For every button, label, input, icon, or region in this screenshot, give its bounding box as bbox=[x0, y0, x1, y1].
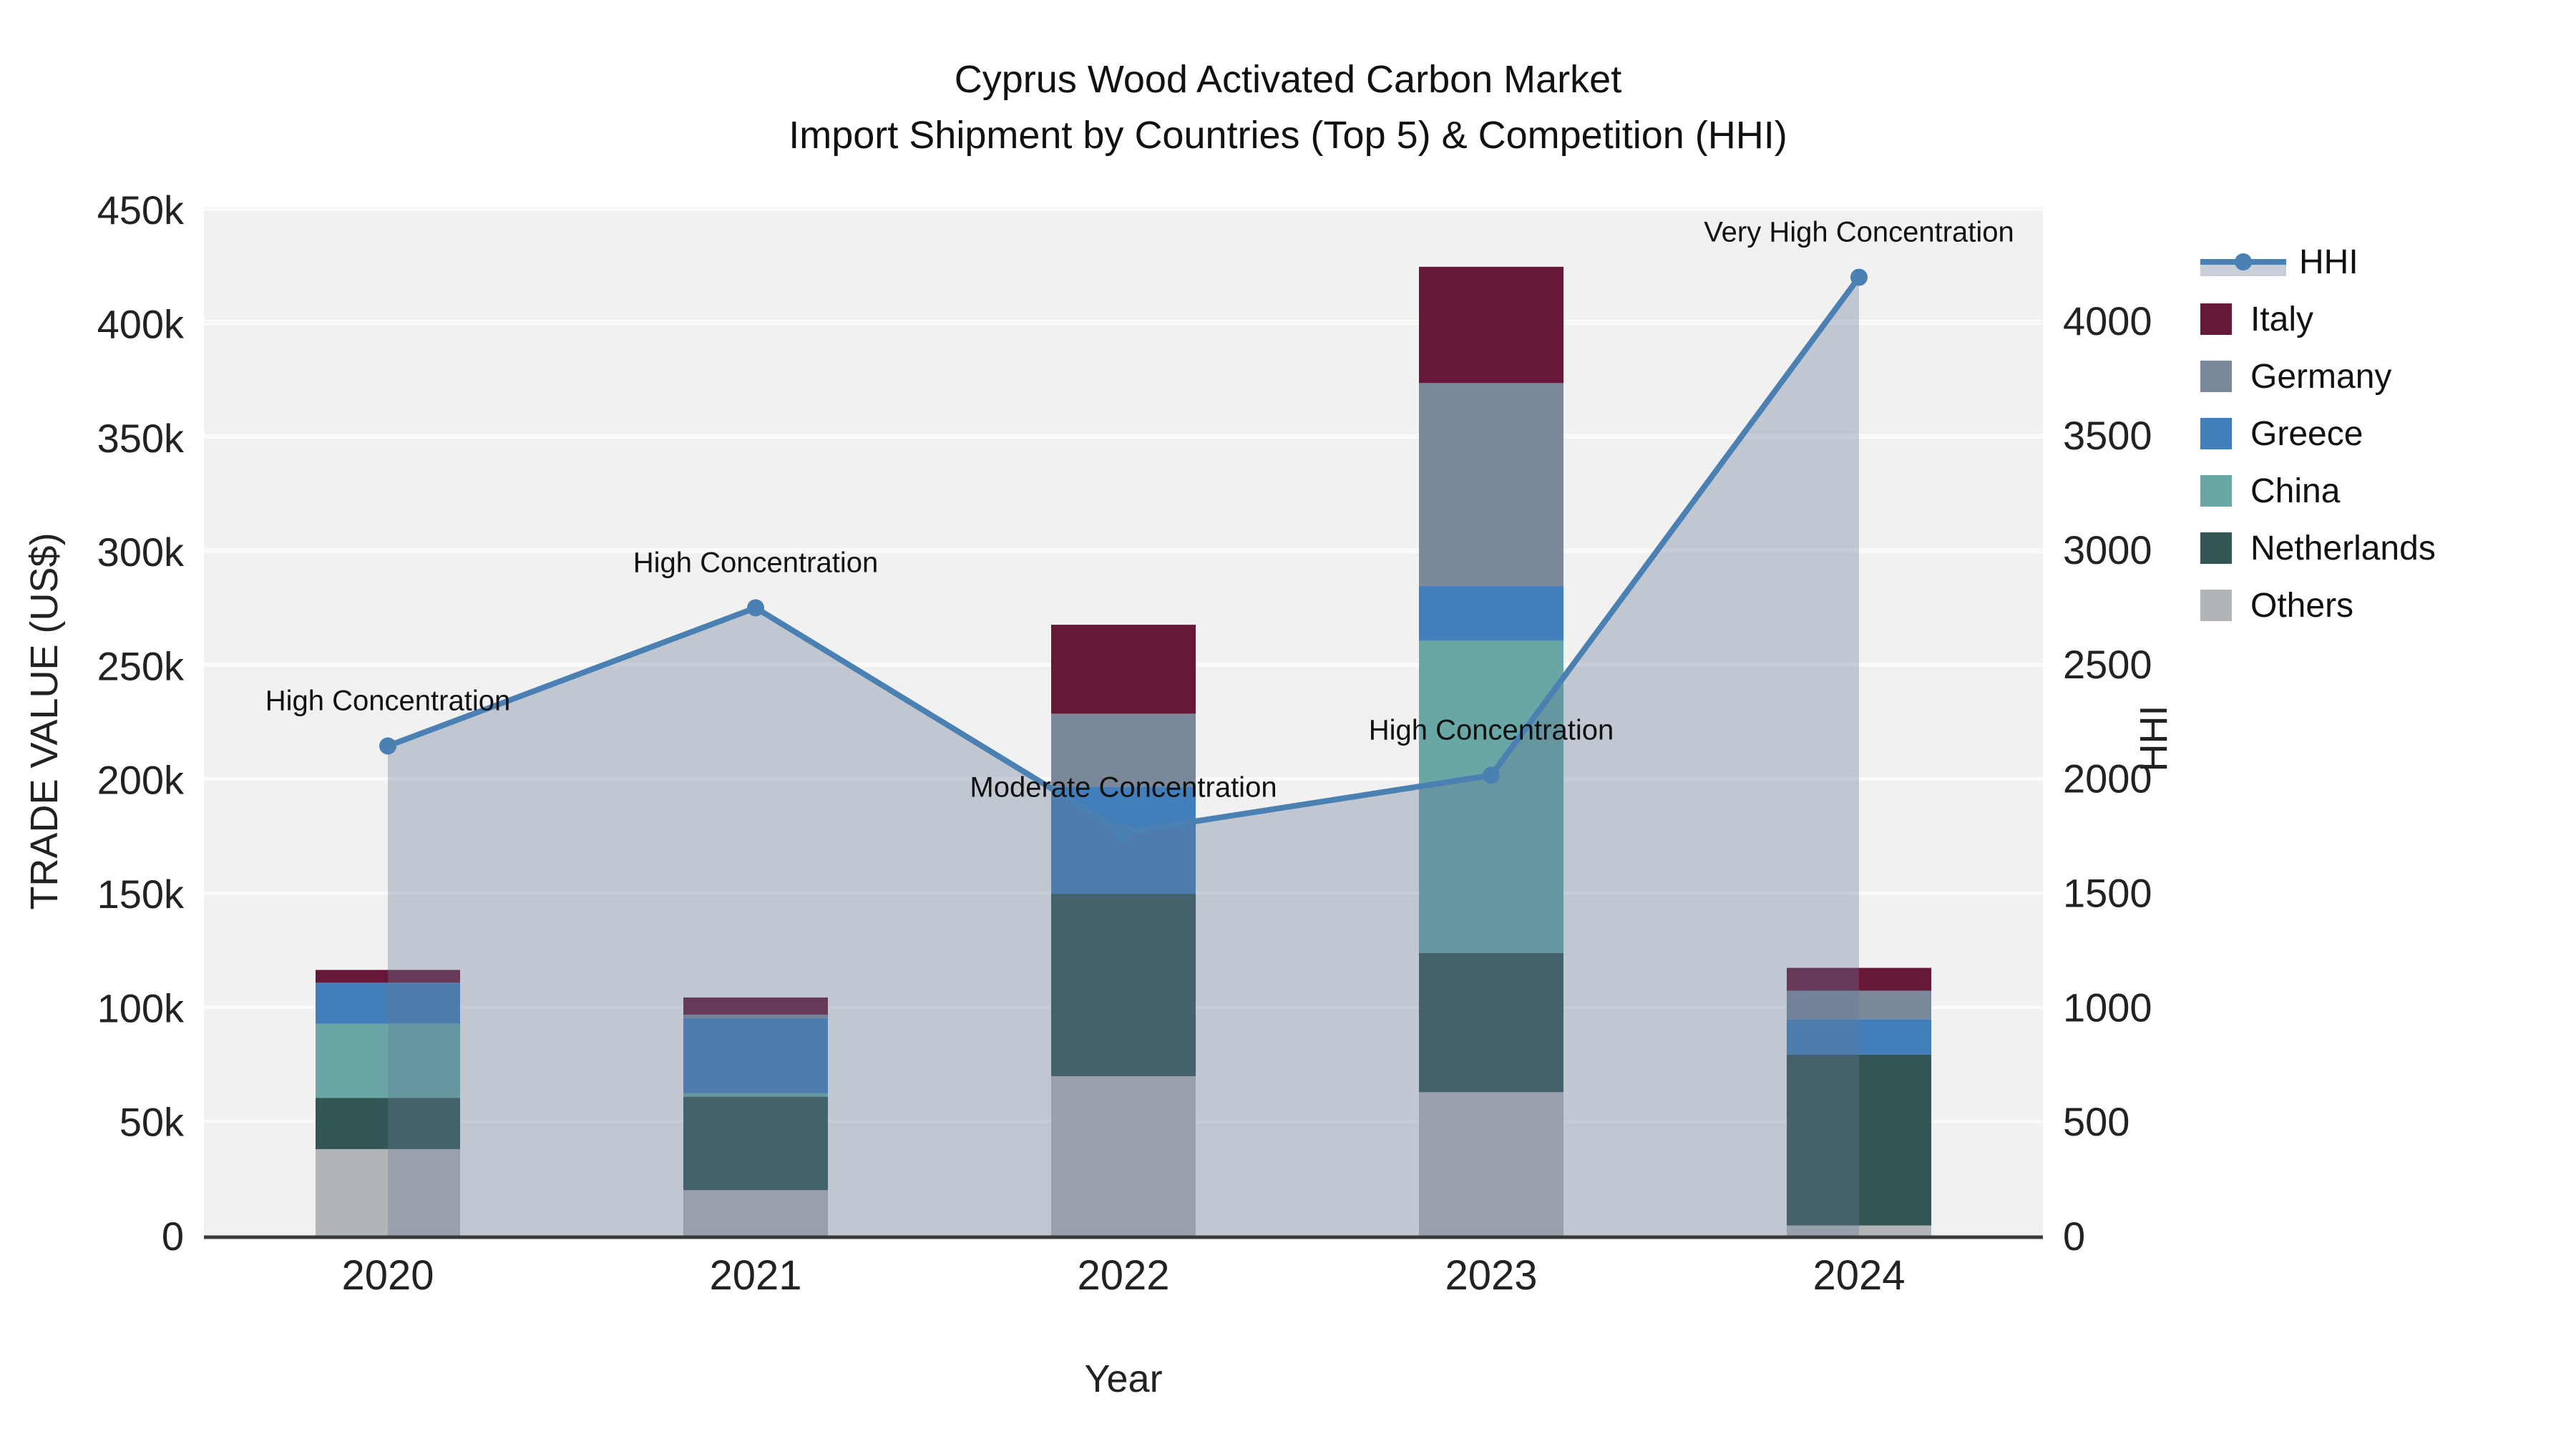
bar-segment-italy-2021 bbox=[683, 997, 828, 1015]
left-tick-label: 450k bbox=[97, 187, 185, 233]
bar-segment-others-2022 bbox=[1051, 1075, 1196, 1236]
left-tick-label: 350k bbox=[97, 416, 185, 461]
legend-label: China bbox=[2250, 472, 2341, 510]
bar-segment-germany-2023 bbox=[1419, 383, 1563, 586]
bar-segment-greece-2020 bbox=[316, 982, 460, 1024]
x-tick-label-2023: 2023 bbox=[1445, 1252, 1537, 1299]
left-tick-label: 300k bbox=[97, 530, 185, 575]
x-tick-label-2021: 2021 bbox=[709, 1252, 801, 1299]
right-tick-label: 2500 bbox=[2063, 642, 2152, 687]
legend-swatch-netherlands bbox=[2200, 532, 2232, 564]
legend-item-germany[interactable]: Germany bbox=[2200, 356, 2436, 396]
hhi-marker-2023 bbox=[1483, 766, 1500, 784]
x-tick-label-2024: 2024 bbox=[1813, 1252, 1905, 1299]
bar-segment-greece-2024 bbox=[1787, 1019, 1931, 1055]
annotation-2020: High Concentration bbox=[265, 686, 510, 717]
bar-segment-netherlands-2024 bbox=[1787, 1054, 1931, 1226]
bar-segment-others-2020 bbox=[316, 1148, 460, 1236]
left-tick-label: 250k bbox=[97, 643, 185, 688]
hhi-dot-icon bbox=[2235, 253, 2252, 270]
left-tick-label: 100k bbox=[97, 985, 185, 1030]
bar-segment-others-2023 bbox=[1419, 1092, 1563, 1236]
x-axis-title: Year bbox=[1084, 1357, 1163, 1400]
bar-segment-china-2021 bbox=[683, 1093, 828, 1097]
annotation-2021: High Concentration bbox=[633, 547, 878, 578]
bar-segment-netherlands-2020 bbox=[316, 1098, 460, 1149]
bar-segment-china-2023 bbox=[1419, 640, 1563, 953]
left-tick-label: 0 bbox=[162, 1214, 184, 1259]
legend-swatch-china bbox=[2200, 475, 2232, 507]
right-tick-label: 0 bbox=[2063, 1214, 2085, 1259]
annotation-2022: Moderate Concentration bbox=[970, 771, 1277, 803]
bar-segment-germany-2021 bbox=[683, 1014, 828, 1018]
right-tick-label: 500 bbox=[2063, 1099, 2129, 1144]
bar-segment-netherlands-2022 bbox=[1051, 894, 1196, 1076]
hhi-area-fill bbox=[388, 277, 1859, 1236]
annotation-2023: High Concentration bbox=[1369, 714, 1614, 746]
bar-segment-netherlands-2023 bbox=[1419, 952, 1563, 1093]
legend-swatch-germany bbox=[2200, 361, 2232, 392]
left-axis-title: TRADE VALUE (US$) bbox=[23, 532, 66, 910]
annotation-2024: Very High Concentration bbox=[1704, 217, 2014, 248]
legend: HHI Italy Germany Greece China Netherlands Oth… bbox=[2200, 242, 2436, 643]
bar-segment-greece-2021 bbox=[683, 1018, 828, 1093]
left-tick-label: 50k bbox=[119, 1100, 185, 1145]
bar-segment-greece-2023 bbox=[1419, 585, 1563, 641]
hhi-marker-2020 bbox=[379, 737, 396, 755]
chart-title-line1: Cyprus Wood Activated Carbon Market bbox=[954, 58, 1622, 101]
hhi-marker-2021 bbox=[747, 599, 764, 617]
left-tick-label: 400k bbox=[97, 301, 185, 346]
legend-item-greece[interactable]: Greece bbox=[2200, 414, 2436, 454]
legend-item-italy[interactable]: Italy bbox=[2200, 299, 2436, 339]
legend-label: Greece bbox=[2250, 414, 2363, 453]
bar-segment-others-2021 bbox=[683, 1190, 828, 1236]
legend-swatch-greece bbox=[2200, 418, 2232, 449]
left-tick-label: 200k bbox=[97, 758, 185, 803]
hhi-marker-2024 bbox=[1850, 268, 1868, 286]
right-tick-label: 1000 bbox=[2063, 985, 2152, 1030]
right-tick-label: 2000 bbox=[2063, 756, 2152, 801]
bar-segment-china-2020 bbox=[316, 1023, 460, 1098]
bar-segment-others-2024 bbox=[1787, 1225, 1931, 1236]
bar-segment-italy-2022 bbox=[1051, 625, 1196, 714]
chart-title-line2: Import Shipment by Countries (Top 5) & C… bbox=[789, 114, 1787, 157]
legend-label: HHI bbox=[2299, 243, 2358, 281]
x-tick-label-2020: 2020 bbox=[341, 1252, 434, 1299]
hhi-marker-2022 bbox=[1115, 824, 1132, 841]
legend-swatch-italy bbox=[2200, 303, 2232, 335]
right-tick-label: 3000 bbox=[2063, 527, 2152, 572]
bar-segment-germany-2022 bbox=[1051, 713, 1196, 787]
bar-segment-italy-2024 bbox=[1787, 967, 1931, 991]
legend-label: Others bbox=[2250, 586, 2354, 625]
legend-item-china[interactable]: China bbox=[2200, 471, 2436, 511]
bar-segment-italy-2020 bbox=[316, 970, 460, 983]
right-tick-label: 3500 bbox=[2063, 413, 2152, 458]
right-axis-title: HHI bbox=[2132, 705, 2175, 772]
legend-label: Italy bbox=[2250, 300, 2314, 338]
legend-swatch-others bbox=[2200, 590, 2232, 621]
x-tick-label-2022: 2022 bbox=[1077, 1252, 1169, 1299]
legend-item-hhi[interactable]: HHI bbox=[2200, 242, 2436, 282]
legend-item-others[interactable]: Others bbox=[2200, 585, 2436, 625]
bar-segment-netherlands-2021 bbox=[683, 1096, 828, 1191]
bar-segment-italy-2023 bbox=[1419, 266, 1563, 384]
right-tick-label: 4000 bbox=[2063, 298, 2152, 343]
hhi-line-marker-icon bbox=[2200, 242, 2286, 282]
legend-label: Germany bbox=[2250, 357, 2392, 396]
right-tick-label: 1500 bbox=[2063, 870, 2152, 915]
left-tick-label: 150k bbox=[97, 872, 185, 917]
legend-item-netherlands[interactable]: Netherlands bbox=[2200, 528, 2436, 568]
legend-label: Netherlands bbox=[2250, 529, 2436, 567]
bar-segment-germany-2024 bbox=[1787, 990, 1931, 1020]
